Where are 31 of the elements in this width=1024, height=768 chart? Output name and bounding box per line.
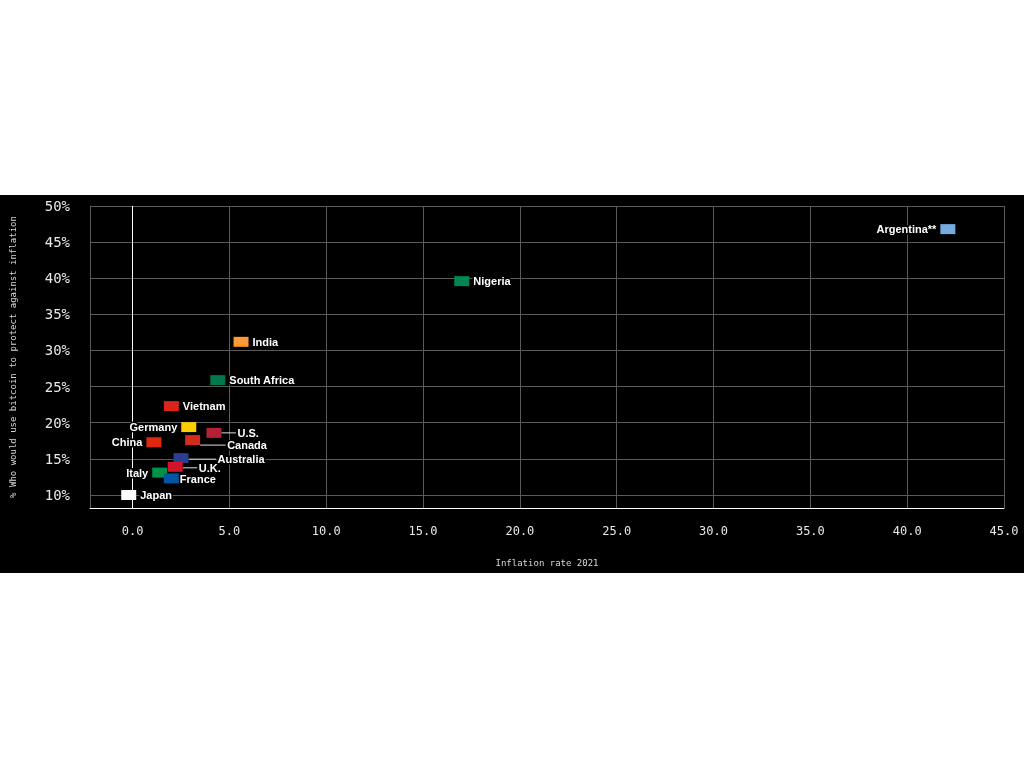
series-label: South Africa [229, 374, 296, 387]
series-label: Japan [140, 489, 173, 501]
y-tick-label: 35% [44, 306, 71, 323]
text: Canada [227, 439, 268, 452]
x-tick-label: 0.0 [121, 524, 144, 538]
y-tick-label: 20% [44, 414, 71, 431]
x-tick-label: 15.0 [408, 524, 438, 538]
series-label: U.S. [237, 426, 259, 439]
series-label: India [252, 335, 280, 348]
x-tick-label: 5.0 [218, 524, 241, 538]
x-tick-label: 30.0 [699, 524, 728, 538]
y-tick-label: 45% [44, 234, 71, 251]
text: Australia [217, 453, 266, 466]
y-tick-label: 30% [44, 342, 71, 359]
series-label: Vietnam [182, 400, 226, 413]
y-tick-label: 25% [44, 378, 71, 395]
x-tick-label: 10.0 [311, 524, 341, 538]
x-tick-label: 40.0 [892, 524, 922, 538]
x-tick-label: 20.0 [505, 524, 535, 538]
series-label: Nigeria [473, 275, 512, 288]
x-tick-label: 45.0 [989, 524, 1019, 538]
y-tick-label: 50% [44, 198, 71, 214]
y-tick-label: 15% [44, 450, 71, 467]
x-tick-label: 25.0 [602, 524, 632, 538]
y-tick-label: 40% [44, 270, 71, 287]
series-label: Argentina** [876, 223, 938, 236]
x-axis-title: Inflation rate 2021 [495, 557, 599, 568]
y-axis-title: % Who would use bitcoin to protect against inflation [7, 216, 18, 498]
y-tick-label: 10% [44, 487, 71, 503]
series-label: France [179, 473, 216, 486]
x-tick-label: 35.0 [795, 524, 825, 538]
